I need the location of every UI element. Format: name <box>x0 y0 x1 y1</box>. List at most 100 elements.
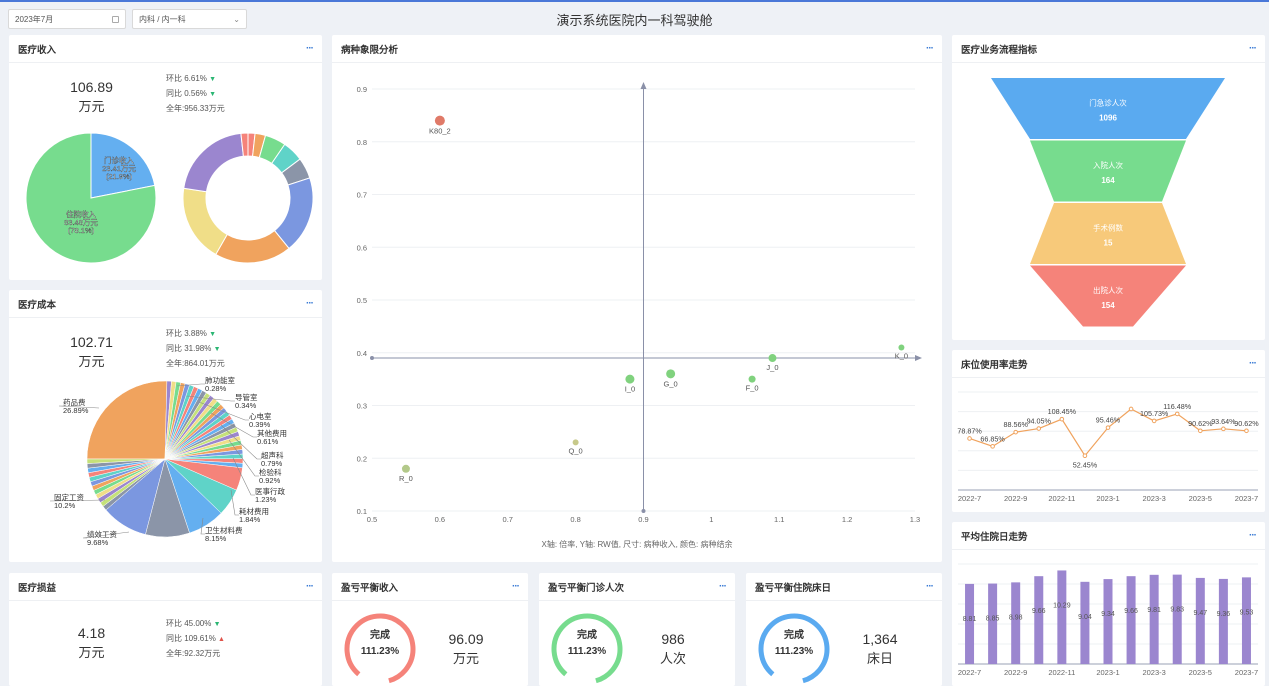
line-data-label: 90.62% <box>1188 419 1213 428</box>
line-point[interactable] <box>1244 428 1249 434</box>
stay-bar[interactable] <box>1172 574 1182 664</box>
bar-data-label: 9.36 <box>1217 611 1231 618</box>
stay-bar[interactable] <box>1126 576 1136 664</box>
stay-bar[interactable] <box>1218 578 1228 664</box>
gauge-text: 完成 111.23% <box>754 629 834 659</box>
x-tick-label: 2023-3 <box>1142 668 1165 677</box>
scatter-point[interactable] <box>898 344 905 351</box>
avg-stay-card: 平均住院日走势 ··· 2022-7 2022-9 2022-11 2023-1 2023… <box>952 522 1265 686</box>
line-point[interactable] <box>1059 416 1065 422</box>
line-point[interactable] <box>1221 426 1226 432</box>
line-point[interactable] <box>967 436 972 441</box>
more-icon[interactable]: ··· <box>306 43 314 54</box>
x-tick-label: 2022-7 <box>958 668 981 677</box>
funnel-stage[interactable] <box>1030 203 1186 264</box>
more-icon[interactable]: ··· <box>512 581 520 592</box>
more-icon[interactable]: ··· <box>306 298 314 309</box>
x-tick-label: 2022-9 <box>1004 494 1027 503</box>
cost-pie-label: 肺功能室 <box>205 375 235 385</box>
scatter-point[interactable] <box>434 115 445 126</box>
line-point[interactable] <box>1105 425 1111 430</box>
more-icon[interactable]: ··· <box>1249 358 1257 369</box>
cost-pie-pct: 0.34% <box>235 401 257 410</box>
more-icon[interactable]: ··· <box>926 581 934 592</box>
down-arrow-icon: ▼ <box>209 91 217 98</box>
more-icon[interactable]: ··· <box>1249 43 1257 54</box>
bar-data-label: 8.85 <box>986 616 1000 623</box>
line-point[interactable] <box>1128 406 1134 412</box>
bar-data-label: 9.34 <box>1101 611 1115 618</box>
stay-bar[interactable] <box>1034 576 1044 664</box>
cost-leader-line <box>82 531 130 539</box>
scatter-point-label: K_0 <box>895 351 908 360</box>
gauge-status: 完成 <box>370 630 390 641</box>
cost-pie-label: 医事行政 <box>255 486 285 496</box>
breakeven-value-block: 1,364 床日 <box>844 629 916 669</box>
scatter-point[interactable] <box>768 354 777 363</box>
more-icon[interactable]: ··· <box>926 43 934 54</box>
scatter-point[interactable] <box>625 374 635 384</box>
scatter-point[interactable] <box>401 464 410 473</box>
cost-pie-pct: 1.84% <box>239 515 261 524</box>
stay-bar[interactable] <box>1080 581 1090 664</box>
cost-leader-line <box>198 401 249 421</box>
scatter-chart: 0.1 0.2 0.3 0.4 0.5 0.6 0.7 0.8 0.9 0.5 0.6 0.7 0.8 0… <box>357 82 922 524</box>
line-point[interactable] <box>1198 428 1203 434</box>
y-tick-label: 0.6 <box>357 243 367 252</box>
stay-bar[interactable] <box>1103 579 1113 664</box>
stay-bar[interactable] <box>1057 570 1067 664</box>
line-point[interactable] <box>1013 429 1018 435</box>
bed-rate-card: 床位使用率走势 ··· 2022-7 2022-9 2022-11 2023-1 2023… <box>952 350 1265 512</box>
month-picker[interactable]: 2023年7月 <box>8 9 126 29</box>
line-data-label: 116.48% <box>1163 402 1191 411</box>
line-point[interactable] <box>1151 418 1157 424</box>
more-icon[interactable]: ··· <box>719 581 727 592</box>
line-point[interactable] <box>990 444 995 449</box>
cost-title: 医疗成本 <box>18 299 57 311</box>
stay-bar[interactable] <box>965 583 975 664</box>
gauge-pct: 111.23% <box>360 646 400 657</box>
bar-data-label: 9.66 <box>1032 608 1046 615</box>
stay-bar[interactable] <box>1149 574 1159 664</box>
cost-leader-line <box>230 489 239 516</box>
revenue-pie-label: 住院收入 <box>66 209 96 219</box>
x-tick-label: 0.5 <box>367 515 377 524</box>
more-icon[interactable]: ··· <box>306 581 314 592</box>
line-data-label: 90.62% <box>1234 419 1259 428</box>
funnel-stage[interactable] <box>1030 265 1186 327</box>
scatter-point[interactable] <box>572 439 579 446</box>
stay-bar[interactable] <box>1241 577 1251 664</box>
x-tick-label: 0.8 <box>570 515 580 524</box>
scatter-point-label: I_0 <box>625 385 635 394</box>
cost-pie-slice <box>86 380 168 460</box>
stay-bar[interactable] <box>988 583 998 664</box>
profit-value-block: 4.18 万元 <box>49 623 134 663</box>
stay-bar[interactable] <box>1195 577 1205 664</box>
dept-select[interactable]: 内科 / 内一科 ⌄ <box>132 9 247 29</box>
bar-data-label: 8.98 <box>1009 614 1023 621</box>
y-tick-label: 0.2 <box>357 454 367 463</box>
line-data-label: 93.64% <box>1211 417 1236 426</box>
gauge-pct: 111.23% <box>567 646 607 657</box>
cost-leader-line <box>200 517 205 535</box>
funnel-stage[interactable] <box>991 78 1225 139</box>
x-tick-label: 2023-3 <box>1142 494 1165 503</box>
line-point[interactable] <box>1174 411 1180 417</box>
funnel-stage[interactable] <box>1030 140 1186 202</box>
y-tick-label: 0.4 <box>357 349 367 358</box>
bar-data-label: 10.29 <box>1053 602 1071 609</box>
more-icon[interactable]: ··· <box>1249 530 1257 541</box>
line-point[interactable] <box>1082 453 1088 459</box>
line-point[interactable] <box>1036 426 1042 431</box>
scatter-point[interactable] <box>748 375 756 383</box>
scatter-point[interactable] <box>666 369 676 379</box>
stay-bar[interactable] <box>1011 582 1021 664</box>
funnel-stage-value: 154 <box>1101 301 1115 310</box>
profit-mom: 环比 45.00% <box>166 619 212 628</box>
breakeven-gauge <box>551 613 623 685</box>
cost-pie-pct: 1.23% <box>255 495 277 504</box>
revenue-pie-label: 83.48万元 <box>64 218 98 227</box>
up-arrow-icon: ▲ <box>218 636 225 643</box>
cost-leader-line <box>232 457 255 496</box>
